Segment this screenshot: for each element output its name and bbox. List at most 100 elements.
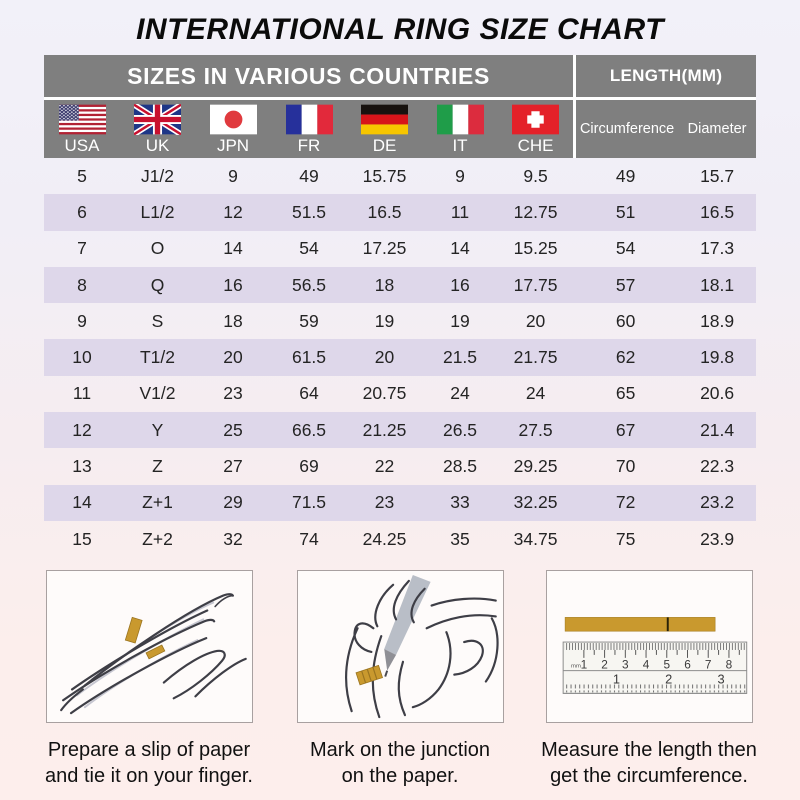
uk-flag-icon — [134, 104, 181, 136]
size-value-cell: Q — [120, 266, 195, 304]
size-value-cell: Z+1 — [120, 484, 195, 521]
caption-prepare-paper: Prepare a slip of paper and tie it on yo… — [45, 739, 253, 787]
size-value-cell: 17.25 — [362, 238, 407, 259]
table-row: 12 Y 25 66.5 21.25 26.5 27.5 67 21.4 — [44, 412, 757, 449]
size-value-cell: 18.9 — [700, 310, 735, 331]
country-column-header-jpn: JPN — [195, 100, 271, 158]
size-value-cell: 69 — [299, 456, 319, 477]
size-value-cell: 70 — [615, 456, 636, 477]
country-label: IT — [452, 136, 468, 156]
size-value-cell: 34.75 — [513, 528, 558, 549]
size-value-cell: 9.5 — [523, 165, 548, 186]
size-value-cell: 20.6 — [700, 383, 735, 404]
size-value-cell: 11 — [422, 194, 498, 231]
hand-with-paper-slip-illustration — [60, 593, 247, 715]
size-value-cell: 15.7 — [700, 165, 735, 186]
size-value-cell: 23 — [347, 484, 422, 521]
size-value-cell: 9 — [77, 310, 87, 331]
size-value-cell: 23.9 — [700, 528, 735, 549]
size-value-cell: 65 — [615, 383, 636, 404]
size-value-cell: Y — [120, 412, 195, 449]
size-value-cell: 6 — [44, 194, 120, 231]
size-value-cell: 8 — [44, 266, 120, 304]
size-value-cell: 56.5 — [271, 266, 347, 304]
size-value-cell: 32.25 — [498, 484, 574, 521]
size-value-cell: 62 — [573, 339, 679, 376]
size-value-cell: L1/2 — [120, 194, 195, 231]
size-value-cell: 7 — [77, 238, 87, 259]
size-value-cell: 18 — [223, 310, 243, 331]
ruler-mm-number: 4 — [643, 658, 650, 672]
size-value-cell: 22 — [374, 456, 395, 477]
pencil-marking-junction-illustration — [344, 574, 499, 719]
size-value-cell: 74 — [299, 528, 319, 549]
size-value-cell: 28.5 — [442, 456, 478, 477]
france-flag-icon — [285, 104, 333, 135]
size-value-cell: 29 — [195, 484, 271, 521]
table-row: 9 S 18 59 19 19 20 60 18.9 — [44, 303, 756, 339]
size-value-cell: 72 — [573, 484, 679, 521]
ruler-unit-label: mm — [571, 664, 581, 670]
size-value-cell: 14 — [450, 238, 470, 259]
size-value-cell: 24 — [450, 383, 470, 404]
country-label: UK — [145, 136, 170, 156]
country-column-header-fr: FR — [271, 100, 347, 158]
size-value-cell: 23.2 — [678, 484, 757, 521]
size-value-cell: 18.1 — [678, 266, 757, 304]
usa-flag-icon — [58, 104, 106, 135]
size-value-cell: O — [150, 238, 165, 259]
paper-band-icon — [355, 664, 384, 686]
size-value-cell: 49 — [299, 165, 319, 186]
country-column-header-it: IT — [422, 100, 498, 158]
size-value-cell: 19.8 — [678, 339, 757, 376]
size-value-cell: 59 — [299, 310, 319, 331]
ruler-inch-number: 2 — [665, 672, 672, 687]
size-value-cell: 16.5 — [678, 194, 757, 231]
table-row: 8 Q 16 56.5 18 16 17.75 57 18.1 — [44, 266, 757, 304]
table-row: 7 O 14 54 17.25 14 15.25 54 17.3 — [44, 231, 756, 267]
caption-mark-junction: Mark on the junction on the paper. — [309, 739, 491, 787]
size-value-cell: 32 — [223, 528, 243, 549]
size-value-cell: 66.5 — [271, 412, 347, 449]
size-value-cell: 11 — [72, 383, 92, 404]
size-value-cell: 24.25 — [362, 528, 407, 549]
size-value-cell: 14 — [223, 238, 243, 259]
size-value-cell: 61.5 — [271, 339, 347, 376]
table-row: 10 T1/2 20 61.5 20 21.5 21.75 62 19.8 — [44, 339, 757, 376]
size-value-cell: S — [151, 310, 164, 331]
size-value-cell: 51.5 — [271, 194, 347, 231]
size-value-cell: 12 — [44, 412, 120, 449]
size-value-cell: 22.3 — [700, 456, 735, 477]
ruler-mm-number: 7 — [705, 658, 712, 672]
germany-flag-icon — [361, 104, 408, 135]
table-row: 11 V1/2 23 64 20.75 24 24 65 20.6 — [44, 376, 756, 412]
size-value-cell: 27.5 — [498, 412, 574, 449]
country-column-header-usa: USA — [44, 100, 120, 158]
country-label: FR — [297, 136, 321, 156]
length-column-header-diameter: Diameter — [678, 100, 757, 158]
size-value-cell: 20 — [525, 310, 546, 331]
size-value-cell: 17.75 — [498, 266, 574, 304]
size-value-cell: 12.75 — [498, 194, 574, 231]
size-value-cell: 19 — [450, 310, 470, 331]
figure-prepare-paper — [46, 570, 253, 723]
ruler-inch-number: 3 — [717, 672, 724, 687]
size-value-cell: 20 — [347, 339, 422, 376]
size-value-cell: 51 — [573, 194, 679, 231]
size-value-cell: 15 — [72, 528, 92, 549]
size-value-cell: 10 — [44, 339, 120, 376]
size-value-cell: 75 — [615, 528, 636, 549]
size-value-cell: 27 — [223, 456, 243, 477]
header-length-mm: LENGTH(MM) — [573, 55, 757, 100]
japan-flag-icon — [209, 104, 257, 135]
size-value-cell: 54 — [299, 238, 319, 259]
country-column-header-uk: UK — [120, 100, 195, 158]
figure-mark-junction — [297, 570, 504, 723]
table-row: 6 L1/2 12 51.5 16.5 11 12.75 51 16.5 — [44, 194, 757, 231]
table-row: 15 Z+2 32 74 24.25 35 34.75 75 23.9 — [44, 521, 756, 557]
size-value-cell: 5 — [77, 165, 87, 186]
size-value-cell: 64 — [299, 383, 319, 404]
size-value-cell: Z+2 — [142, 528, 173, 549]
